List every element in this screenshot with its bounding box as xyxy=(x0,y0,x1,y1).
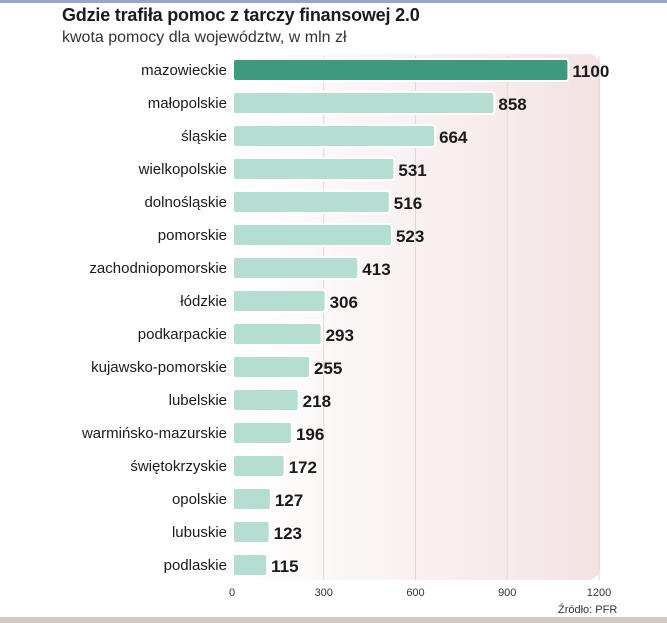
value-label: 531 xyxy=(398,161,426,180)
value-label: 115 xyxy=(271,557,298,576)
x-tick-label: 0 xyxy=(229,587,235,599)
bar-podlaskie xyxy=(232,553,269,577)
value-label: 664 xyxy=(439,128,468,147)
x-tick-label: 300 xyxy=(315,587,333,599)
x-tick-label: 1200 xyxy=(587,587,611,599)
x-tick-label: 900 xyxy=(498,587,516,599)
value-label: 293 xyxy=(326,326,354,345)
category-label: łódzkie xyxy=(180,293,227,310)
category-label: lubelskie xyxy=(169,392,227,409)
category-label: opolskie xyxy=(172,491,227,508)
category-label: kujawsko-pomorskie xyxy=(91,359,227,376)
top-border xyxy=(0,0,667,3)
bar-mazowieckie xyxy=(232,58,570,82)
category-label: dolnośląskie xyxy=(144,194,227,211)
chart-subtitle: kwota pomocy dla województw, w mln zł xyxy=(62,29,347,46)
bar-łódzkie xyxy=(232,289,327,313)
category-label: podkarpackie xyxy=(138,326,227,343)
value-label: 255 xyxy=(314,359,342,378)
bar-kujawsko-pomorskie xyxy=(232,355,311,379)
category-label: śląskie xyxy=(181,128,227,145)
category-label: małopolskie xyxy=(148,95,227,112)
value-label: 413 xyxy=(362,260,390,279)
bar-lubelskie xyxy=(232,388,300,412)
value-label: 1100 xyxy=(572,62,609,81)
bar-podkarpackie xyxy=(232,322,323,346)
category-label: zachodniopomorskie xyxy=(89,260,227,277)
category-label: mazowieckie xyxy=(141,62,227,79)
bar-lubuskie xyxy=(232,520,271,544)
x-tick-label: 600 xyxy=(406,587,424,599)
category-label: wielkopolskie xyxy=(138,161,227,178)
chart-title: Gdzie trafiła pomoc z tarczy finansowej … xyxy=(62,5,420,25)
bar-śląskie xyxy=(232,124,437,148)
bar-pomorskie xyxy=(232,223,393,247)
value-label: 306 xyxy=(330,293,358,312)
bar-opolskie xyxy=(232,487,272,511)
bar-świętokrzyskie xyxy=(232,454,286,478)
category-label: pomorskie xyxy=(158,227,227,244)
bar-małopolskie xyxy=(232,91,496,115)
bar-dolnośląskie xyxy=(232,190,391,214)
value-label: 858 xyxy=(498,95,526,114)
value-label: 127 xyxy=(275,491,303,510)
category-label: warmińsko-mazurskie xyxy=(81,425,227,442)
bar-wielkopolskie xyxy=(232,157,396,181)
category-label: lubuskie xyxy=(172,524,227,541)
value-label: 218 xyxy=(303,392,331,411)
category-label: podlaskie xyxy=(164,557,227,574)
source-note: Źródło: PFR xyxy=(558,604,618,616)
value-label: 516 xyxy=(394,194,422,213)
category-label: świętokrzyskie xyxy=(130,458,227,475)
bar-warmińsko-mazurskie xyxy=(232,421,293,445)
value-label: 523 xyxy=(396,227,424,246)
x-axis-ticks: 0 300 600 900 1200 xyxy=(229,587,611,599)
bottom-border xyxy=(0,617,667,623)
bar-zachodniopomorskie xyxy=(232,256,360,280)
value-label: 196 xyxy=(296,425,324,444)
value-label: 123 xyxy=(274,524,302,543)
value-label: 172 xyxy=(289,458,317,477)
bars: mazowieckie 1100 małopolskie 858 śląskie 664 w… xyxy=(81,58,609,577)
